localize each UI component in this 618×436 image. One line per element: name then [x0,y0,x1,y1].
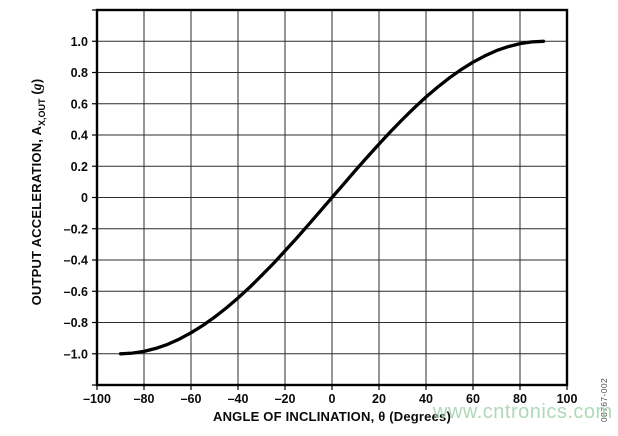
y-axis-title-subscript: X,OUT [36,98,47,126]
x-tick-label: –80 [134,392,155,406]
y-tick-label: 1.0 [71,35,88,49]
x-tick-label: 0 [329,392,336,406]
y-axis-title-text: OUTPUT ACCELERATION, A [29,125,45,306]
x-tick-label: –60 [181,392,202,406]
y-tick-label: –1.0 [64,347,88,361]
data-curve [118,39,546,356]
y-tick-label: –0.8 [64,316,88,330]
x-axis-title: ANGLE OF INCLINATION, θ (Degrees) [212,409,452,424]
x-tick-label: 80 [513,392,527,406]
y-tick-label: 0 [81,191,88,205]
y-axis-unit-close: ) [29,78,45,84]
x-tick-label: 60 [466,392,480,406]
y-tick-label: –0.4 [64,254,88,268]
x-tick-label: –100 [83,392,111,406]
x-tick-label: 100 [557,392,578,406]
y-axis-title: OUTPUT ACCELERATION, AX,OUT (g) [29,79,47,306]
y-tick-label: 0.8 [71,66,88,80]
plot-border [95,8,569,387]
y-tick-label: –0.2 [64,222,88,236]
y-tick-label: 0.2 [71,160,88,174]
y-axis-unit-g: g [29,83,45,91]
watermark-text: www.cntronics.com [433,401,613,423]
y-tick-label: –0.6 [64,285,88,299]
x-tick-label: 20 [372,392,386,406]
y-tick-label: 0.6 [71,97,88,111]
y-axis-unit-open: ( [29,90,45,99]
x-tick-label: –40 [228,392,249,406]
y-tick-label: 0.4 [71,129,88,143]
x-tick-label: 40 [419,392,433,406]
x-tick-label: –20 [275,392,296,406]
